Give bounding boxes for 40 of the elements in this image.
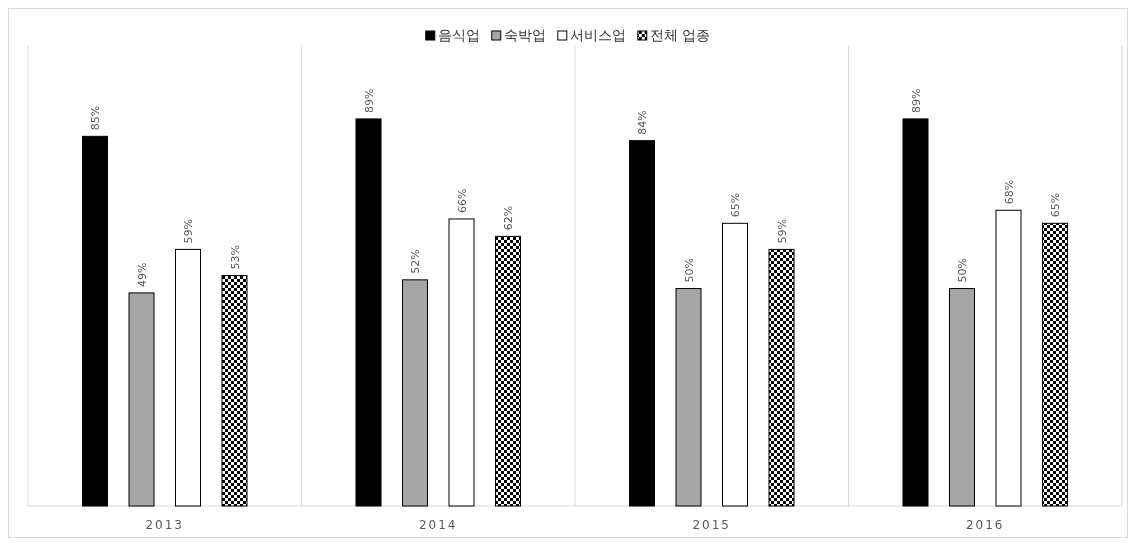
data-label: 66%: [455, 188, 469, 213]
bar: [949, 288, 975, 507]
data-label: 65%: [729, 192, 742, 218]
bar: [675, 288, 702, 507]
data-label: 53%: [228, 245, 242, 270]
bar: [902, 118, 929, 507]
data-label: 59%: [775, 218, 789, 244]
legend-label: 서비스업: [569, 27, 626, 43]
data-label: 62%: [502, 205, 515, 231]
legend-label: 숙박업: [503, 27, 546, 43]
x-tick-label: 2015: [692, 518, 732, 532]
data-label: 59%: [182, 218, 195, 244]
data-label: 68%: [1002, 179, 1016, 205]
data-label: 89%: [362, 88, 376, 113]
data-label: 49%: [135, 262, 149, 287]
bar: [175, 248, 201, 507]
data-label: 52%: [409, 249, 422, 274]
x-tick-label: 2013: [145, 518, 185, 532]
data-label: 89%: [909, 88, 923, 113]
data-label: 65%: [1049, 192, 1062, 218]
legend-label: 전체 업종: [649, 27, 711, 43]
bar: [221, 275, 248, 507]
bar: [722, 222, 748, 507]
bar: [82, 135, 108, 507]
bar: [995, 209, 1022, 507]
legend-label: 음식업: [437, 27, 480, 43]
data-label: 84%: [636, 110, 649, 135]
x-tick-label: 2016: [965, 518, 1005, 532]
bar: [402, 279, 428, 507]
bar: [629, 140, 655, 507]
bar: [448, 218, 475, 507]
data-label: 50%: [956, 258, 969, 283]
bar: [128, 292, 155, 507]
bar: [495, 235, 521, 507]
data-label: 50%: [682, 258, 696, 283]
bar: [1042, 222, 1068, 507]
x-tick-label: 2014: [418, 518, 458, 532]
bar: [768, 248, 795, 507]
data-label: 85%: [89, 105, 102, 131]
bar: [355, 118, 382, 507]
